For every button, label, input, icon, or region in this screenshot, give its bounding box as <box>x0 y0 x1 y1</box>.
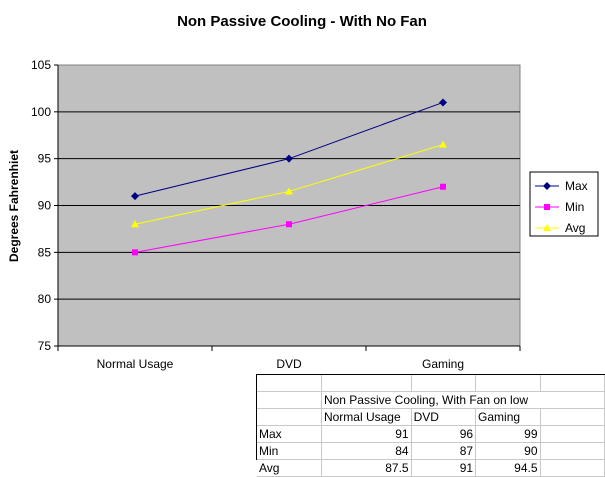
sheet-cell[interactable] <box>540 459 605 477</box>
y-tick-label: 100 <box>31 105 51 119</box>
sheet-value-cell[interactable]: 84 <box>321 442 412 460</box>
spreadsheet-fragment: Non Passive Cooling, With Fan on low Nor… <box>256 374 605 477</box>
legend-label-avg: Avg <box>565 221 585 235</box>
sheet-row-label[interactable]: Min <box>257 442 322 460</box>
sheet-row-min: Min 84 87 90 <box>257 442 605 460</box>
sheet-row-avg: Avg 87.5 91 94.5 <box>257 459 605 477</box>
sheet-title-row: Non Passive Cooling, With Fan on low <box>257 391 605 409</box>
axes: 75 80 85 90 95 100 105 Normal Usage DVD Gaming <box>31 58 521 371</box>
chart-title: Non Passive Cooling - With No Fan <box>177 13 427 30</box>
legend-label-min: Min <box>565 200 584 214</box>
legend-label-max: Max <box>565 179 588 193</box>
legend: Max Min Avg <box>529 171 599 237</box>
x-tick-label: Normal Usage <box>97 357 174 371</box>
sheet-cell[interactable] <box>257 375 322 392</box>
data-point-min <box>132 249 138 256</box>
sheet-row-label[interactable]: Avg <box>257 459 322 477</box>
y-tick-label: 90 <box>38 199 52 213</box>
sheet-cell[interactable] <box>540 375 605 392</box>
legend-marker-avg <box>543 224 551 231</box>
y-tick-label: 95 <box>38 152 52 166</box>
data-point-avg <box>131 220 139 228</box>
y-tick-label: 105 <box>31 58 51 72</box>
data-point-min <box>286 221 292 228</box>
data-point-avg <box>285 187 293 195</box>
sheet-value-cell[interactable]: 90 <box>475 442 541 460</box>
y-tick-label: 80 <box>38 292 52 306</box>
sheet-value-cell[interactable]: 91 <box>321 425 412 443</box>
sheet-value-cell[interactable]: 96 <box>411 425 477 443</box>
sheet-header-cell[interactable]: Normal Usage <box>321 408 412 426</box>
sheet-value-cell[interactable]: 87.5 <box>321 459 412 477</box>
sheet-value-cell[interactable]: 87 <box>411 442 477 460</box>
sheet-value-cell[interactable]: 94.5 <box>475 459 541 477</box>
sheet-blank-row <box>257 375 605 392</box>
series-group <box>131 98 447 256</box>
gridlines <box>58 111 520 300</box>
sheet-header-cell[interactable]: Gaming <box>475 408 541 426</box>
sheet-cell[interactable] <box>321 375 412 392</box>
sheet-row-label[interactable]: Max <box>257 425 322 443</box>
sheet-cell[interactable] <box>411 375 477 392</box>
sheet-cell[interactable] <box>257 391 322 409</box>
legend-box <box>529 171 599 237</box>
sheet-value-cell[interactable]: 99 <box>475 425 541 443</box>
legend-marker-max <box>543 182 551 190</box>
y-axis-label: Degrees Fahrenhiet <box>7 150 21 262</box>
data-point-min <box>440 183 446 190</box>
legend-marker-min <box>544 204 550 210</box>
sheet-header-row: Normal Usage DVD Gaming <box>257 408 605 426</box>
sheet-cell[interactable] <box>540 408 605 426</box>
sheet-row-max: Max 91 96 99 <box>257 425 605 443</box>
sheet-cell[interactable] <box>257 408 322 426</box>
chart-svg: Non Passive Cooling - With No Fan 75 80 85… <box>7 13 599 371</box>
sheet-title-cell[interactable]: Non Passive Cooling, With Fan on low <box>321 391 605 409</box>
y-tick-label: 85 <box>38 245 52 259</box>
sheet-cell[interactable] <box>540 425 605 443</box>
sheet-header-cell[interactable]: DVD <box>411 408 477 426</box>
data-point-max <box>285 154 293 163</box>
x-tick-label: Gaming <box>422 357 464 371</box>
data-point-avg <box>439 140 447 148</box>
x-tick-label: DVD <box>276 357 302 371</box>
data-point-max <box>131 192 139 201</box>
sheet-cell[interactable] <box>475 375 541 392</box>
sheet-cell[interactable] <box>540 442 605 460</box>
data-point-max <box>439 98 447 107</box>
y-tick-label: 75 <box>38 339 52 353</box>
sheet-value-cell[interactable]: 91 <box>411 459 477 477</box>
line-chart: Non Passive Cooling - With No Fan 75 80 85… <box>7 13 605 477</box>
